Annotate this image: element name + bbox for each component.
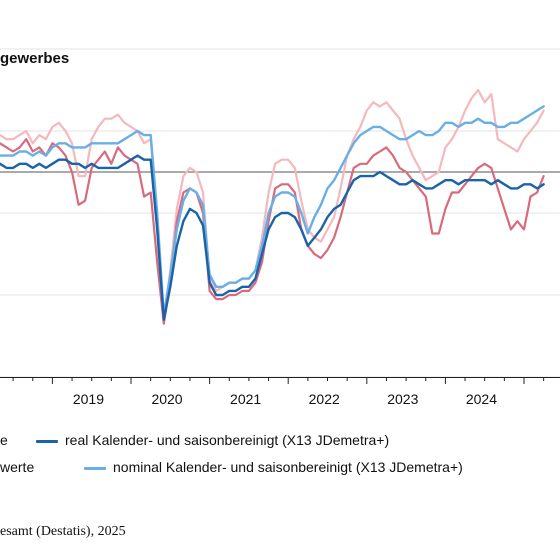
x-tick-label: 2019 bbox=[73, 391, 104, 407]
legend-entry-1: e bbox=[0, 432, 8, 448]
legend-label: werte bbox=[0, 459, 35, 475]
series-line-4 bbox=[0, 105, 545, 317]
legend-label: real Kalender- und saisonbereinigt (X13 … bbox=[65, 432, 390, 448]
series-group bbox=[0, 88, 545, 325]
x-tick-label: 2024 bbox=[466, 391, 497, 407]
legend-entry-2: werte bbox=[0, 459, 34, 475]
x-tick-label: 2022 bbox=[309, 391, 340, 407]
x-tick-label: 2020 bbox=[151, 391, 182, 407]
legend-entry-4: nominal Kalender- und saisonbereinigt (X… bbox=[84, 459, 463, 475]
x-tick-label: 2023 bbox=[387, 391, 418, 407]
legend-label: nominal Kalender- und saisonbereinigt (X… bbox=[113, 459, 463, 475]
x-axis: 2019 2020 2021 2022 2023 2024 bbox=[0, 377, 560, 407]
legend-label: e bbox=[0, 432, 8, 448]
legend-entry-3: real Kalender- und saisonbereinigt (X13 … bbox=[36, 432, 389, 448]
legend-swatch bbox=[36, 439, 58, 443]
chart-title: gewerbes bbox=[0, 50, 70, 67]
x-tick-label: 2021 bbox=[230, 391, 261, 407]
legend-swatch bbox=[84, 466, 106, 470]
source-note: esamt (Destatis), 2025 bbox=[0, 524, 126, 539]
line-chart: 2019 2020 2021 2022 2023 2024 bbox=[0, 48, 560, 407]
series-line-3 bbox=[0, 154, 545, 321]
